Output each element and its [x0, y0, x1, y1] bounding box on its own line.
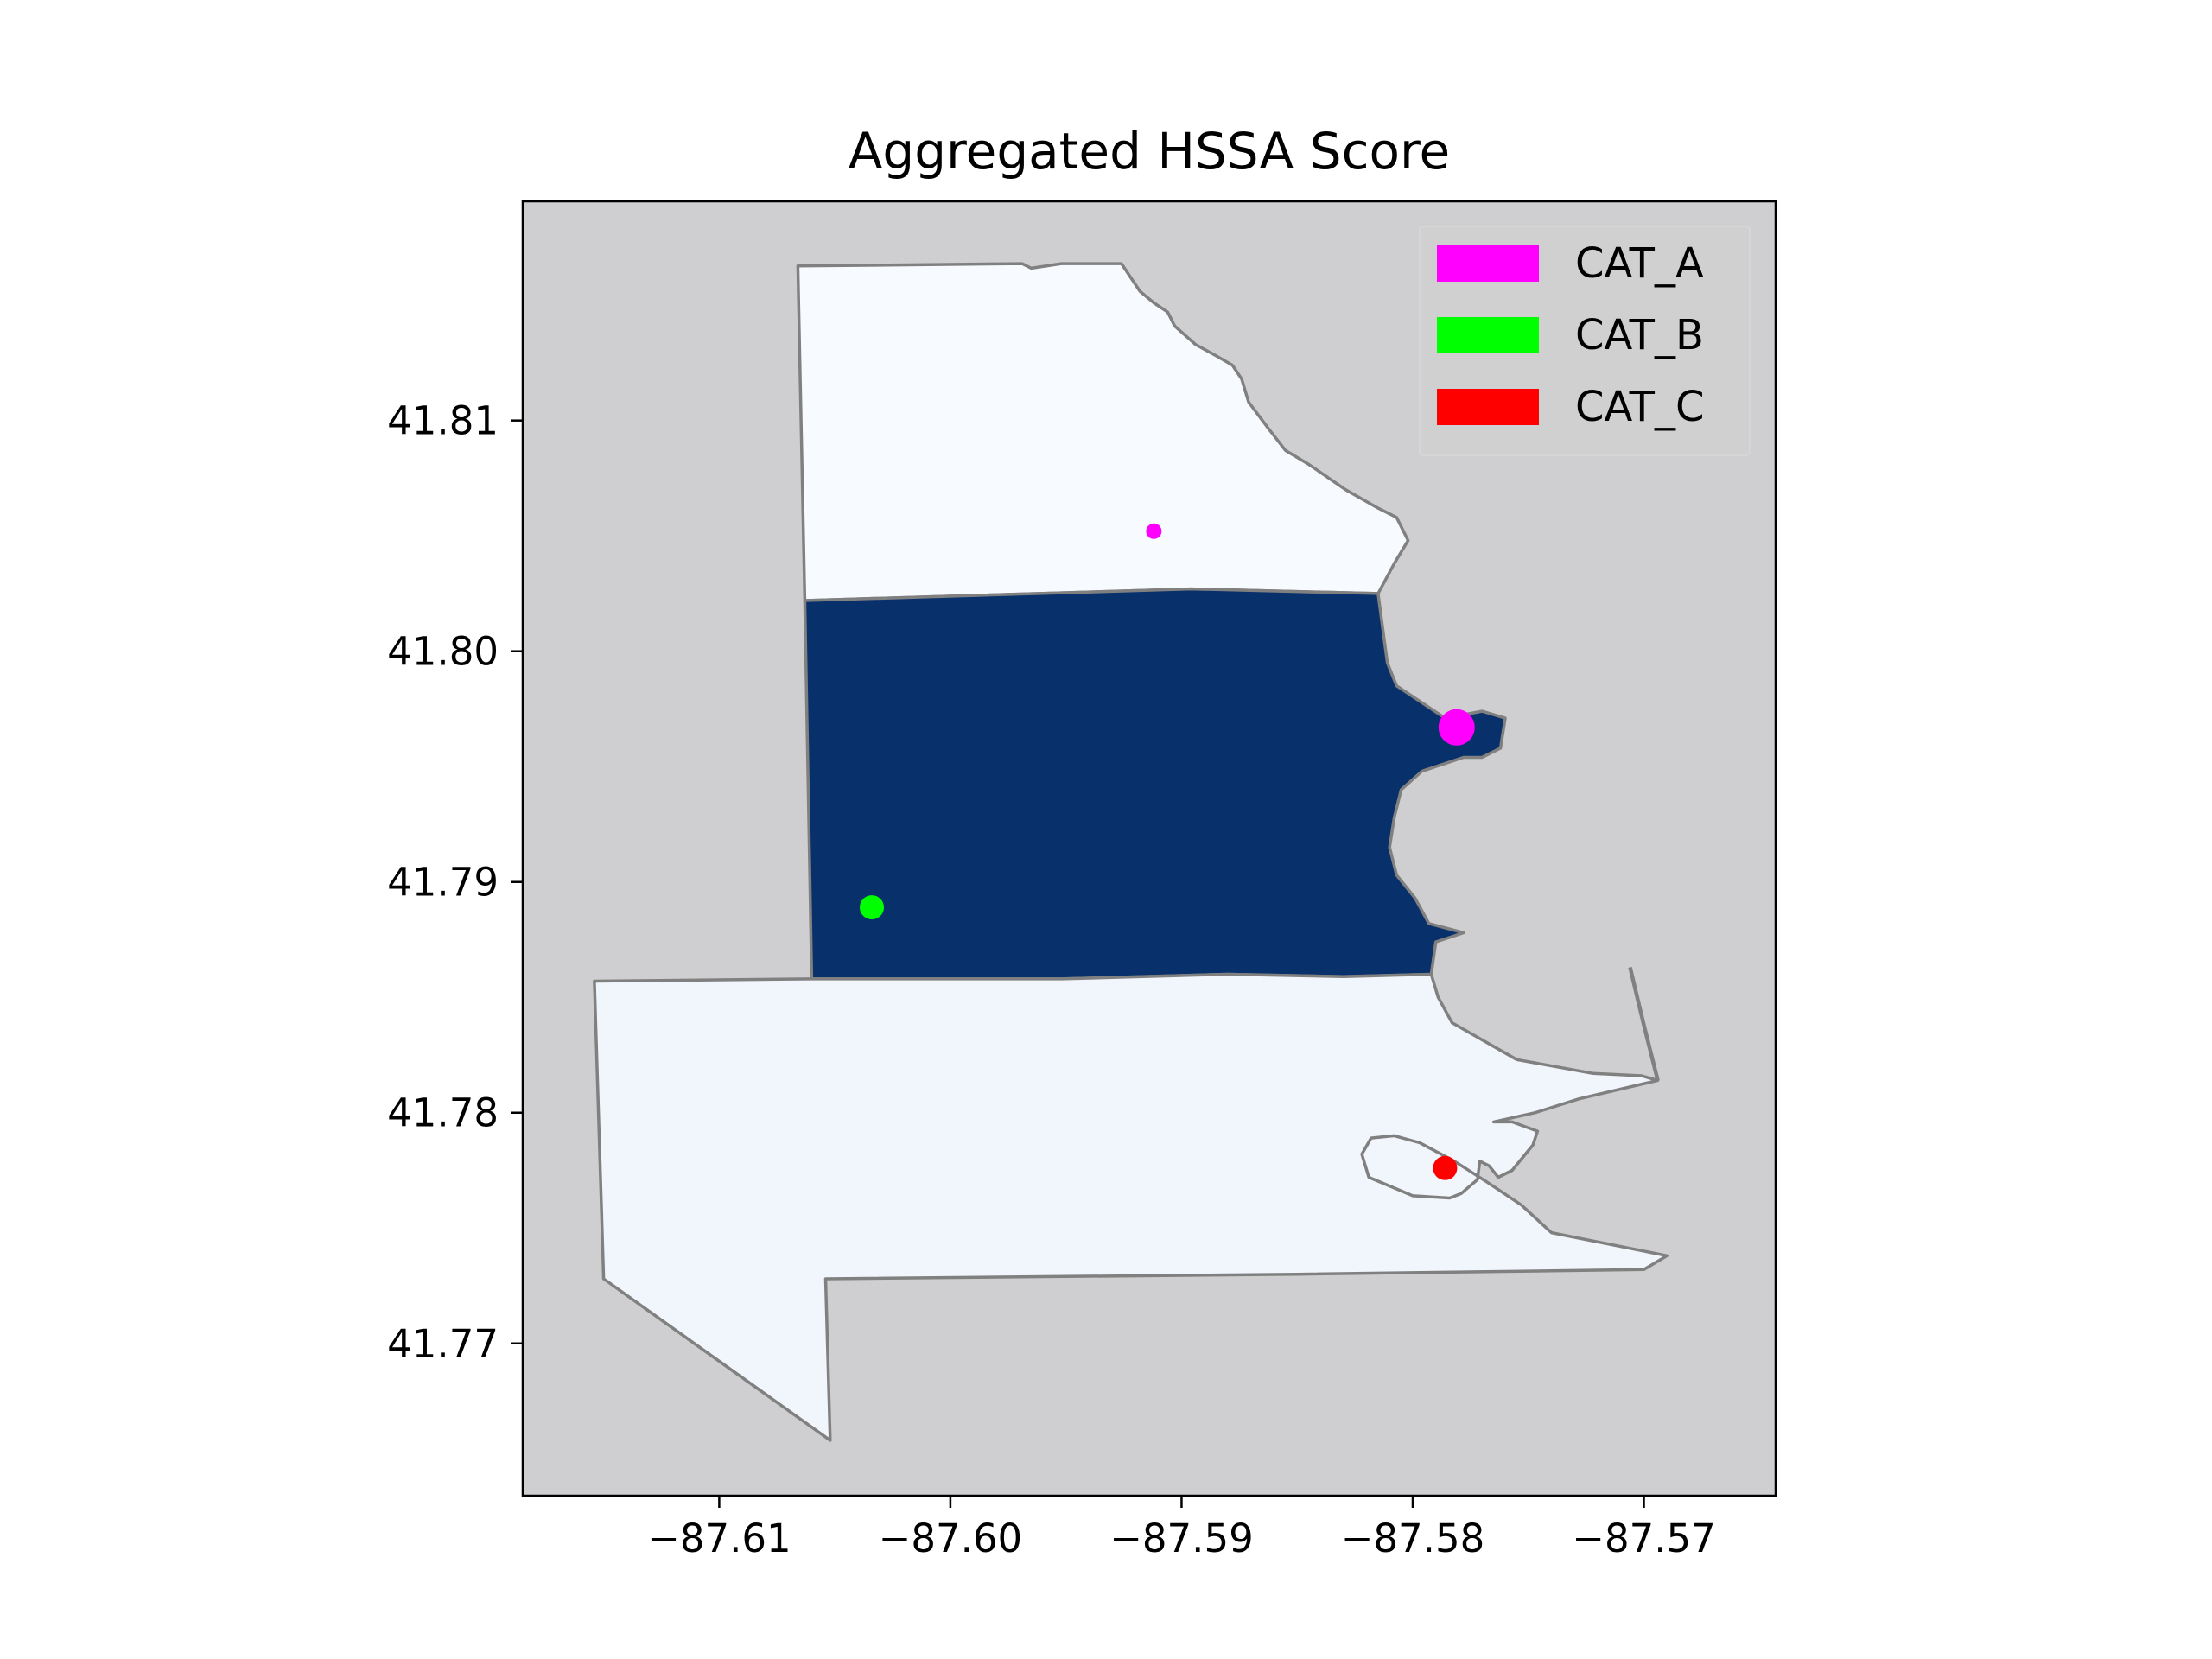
map-points [860, 523, 1475, 1180]
legend-swatch-cat-a [1437, 245, 1539, 282]
boundary-line-1 [1628, 966, 1660, 1081]
y-tick-label-4: 41.78 [387, 1090, 499, 1136]
y-tick-label-2: 41.80 [387, 629, 499, 675]
point-cat-a-2 [1438, 709, 1475, 746]
legend-label-cat-b: CAT_B [1575, 311, 1704, 359]
x-tick-label-1: −87.61 [647, 1516, 791, 1561]
legend-label-cat-c: CAT_C [1575, 383, 1704, 431]
point-cat-c-4 [1433, 1155, 1458, 1180]
y-tick-label-5: 41.77 [387, 1321, 499, 1367]
y-tick-label-1: 41.81 [387, 398, 499, 444]
map-extra-lines [1628, 966, 1660, 1081]
chart-title: Aggregated HSSA Score [849, 122, 1450, 181]
point-cat-a-1 [1146, 523, 1162, 539]
region-1 [796, 262, 1410, 602]
y-tick-label-3: 41.79 [387, 860, 499, 906]
legend-label-cat-a: CAT_A [1575, 239, 1704, 288]
axes-frame [521, 200, 1777, 1497]
x-axis: −87.61 −87.60 −87.59 −87.58 −87.57 [647, 1496, 1716, 1561]
region-3 [593, 972, 1669, 1442]
legend-swatch-cat-c [1437, 389, 1539, 425]
point-cat-b-3 [860, 895, 884, 920]
x-tick-label-5: −87.57 [1572, 1516, 1716, 1561]
legend-swatch-cat-b [1437, 317, 1539, 353]
legend: CAT_A CAT_B CAT_C [1419, 226, 1751, 456]
y-axis: 41.81 41.80 41.79 41.78 41.77 [387, 398, 523, 1367]
x-tick-label-3: −87.59 [1109, 1516, 1254, 1561]
map-regions [593, 262, 1669, 1442]
x-tick-label-2: −87.60 [879, 1516, 1023, 1561]
x-tick-label-4: −87.58 [1341, 1516, 1485, 1561]
